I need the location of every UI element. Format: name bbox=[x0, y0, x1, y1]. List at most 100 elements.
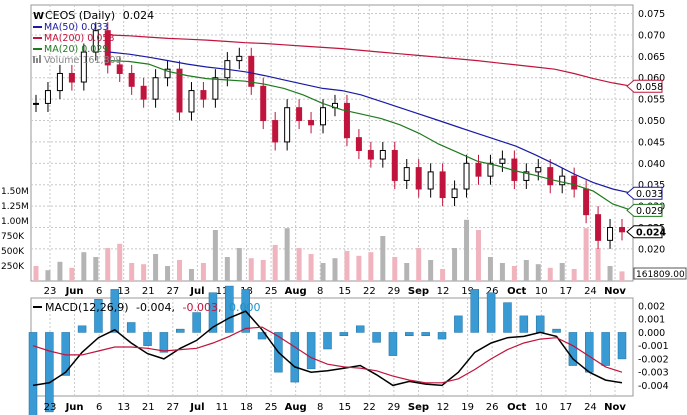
volume-bar bbox=[69, 267, 75, 281]
candle-body bbox=[188, 90, 195, 113]
candle-body bbox=[320, 107, 327, 126]
x-tick-label: 23 bbox=[44, 402, 57, 413]
volume-tick-label: 1.50M bbox=[1, 187, 29, 197]
candle-body bbox=[33, 102, 39, 105]
volume-bar bbox=[344, 251, 350, 281]
candle-body bbox=[535, 167, 542, 173]
volume-bar bbox=[81, 252, 87, 281]
candle-body bbox=[308, 120, 315, 126]
volume-bar bbox=[511, 266, 517, 281]
histogram-bar bbox=[601, 332, 610, 366]
x-tick-label: 10 bbox=[535, 402, 548, 413]
x-tick-label: 15 bbox=[338, 286, 351, 297]
x-tick-label: Jun bbox=[65, 402, 84, 413]
candle-body bbox=[355, 137, 362, 151]
histogram-bar bbox=[225, 285, 234, 333]
volume-bar bbox=[320, 263, 326, 281]
candle-body bbox=[248, 55, 255, 87]
macd-x-axis: 23 Jun 6 13 21 27 Jul 11 18 25 Aug 8 15 22 29 Sep 12 19 26… bbox=[44, 402, 627, 413]
legend-label: MA(20) 0.029 bbox=[44, 44, 108, 55]
histogram-bar bbox=[437, 332, 447, 340]
price-badge-box bbox=[626, 225, 663, 239]
macd-tick-label: -0.002 bbox=[638, 354, 669, 365]
histogram-bar bbox=[405, 332, 414, 336]
volume-tick-label: 500K bbox=[1, 247, 25, 257]
macd-tick-label: -0.001 bbox=[638, 341, 669, 352]
ma20-line bbox=[109, 60, 633, 211]
macd-legend: MACD(12,26,9) -0.004, -0.003, 0.000 bbox=[33, 301, 260, 314]
volume-bar bbox=[284, 228, 290, 281]
volume-bar bbox=[595, 248, 601, 281]
price-badge-box bbox=[626, 186, 663, 200]
volume-bar bbox=[248, 258, 254, 281]
candle-body bbox=[260, 85, 267, 122]
candle-body bbox=[463, 162, 470, 190]
macd-title: MACD(12,26,9) bbox=[45, 301, 129, 314]
volume-bar bbox=[236, 248, 242, 281]
chart-title: CEOS (Daily) 0.024 bbox=[45, 9, 154, 22]
histogram-bar bbox=[77, 325, 87, 333]
candle-body bbox=[595, 214, 602, 241]
signal-value: -0.003, bbox=[183, 301, 222, 314]
volume-bar bbox=[535, 264, 541, 281]
volume-bar bbox=[487, 257, 493, 281]
volume-legend-icon bbox=[33, 56, 35, 63]
candle-body bbox=[487, 162, 494, 177]
candle-body bbox=[104, 30, 111, 66]
volume-bar bbox=[452, 248, 458, 281]
histogram-bar bbox=[503, 302, 512, 333]
x-tick-label: 25 bbox=[265, 286, 278, 297]
histogram-bar bbox=[454, 315, 463, 333]
histogram-bar bbox=[421, 332, 430, 336]
candle-body bbox=[547, 167, 554, 186]
candle-body bbox=[379, 149, 386, 160]
x-tick-label: 27 bbox=[166, 286, 179, 297]
legend-label: Volume 161,809 bbox=[44, 55, 122, 66]
volume-bar bbox=[93, 257, 99, 281]
candle-body bbox=[559, 175, 566, 186]
volume-bar bbox=[296, 248, 302, 281]
histogram-bar bbox=[585, 332, 594, 373]
histogram-bar bbox=[486, 292, 496, 333]
x-tick-label: 13 bbox=[117, 286, 130, 297]
macd-tick-label: 0.000 bbox=[638, 328, 665, 339]
x-tick-label: 6 bbox=[96, 286, 102, 297]
histogram-bar bbox=[388, 332, 398, 356]
candle-body bbox=[391, 149, 398, 181]
x-tick-label: 25 bbox=[265, 402, 278, 413]
candle-body bbox=[116, 64, 123, 74]
macd-value: -0.004, bbox=[136, 301, 175, 314]
x-tick-label: Nov bbox=[604, 402, 626, 413]
volume-bar bbox=[416, 248, 422, 281]
candle-body bbox=[367, 149, 374, 160]
price-axis: 0.075 0.070 0.065 0.060 0.055 0.050 0.045 0.040… bbox=[638, 9, 665, 255]
price-badge-text: 0.029 bbox=[636, 206, 663, 217]
histogram-bar bbox=[535, 315, 545, 333]
histogram-bar bbox=[290, 332, 300, 383]
volume-bar bbox=[619, 271, 625, 281]
candle-body bbox=[164, 68, 171, 79]
chart-title-text: CEOS (Daily) bbox=[45, 9, 115, 22]
candle-body bbox=[56, 72, 63, 92]
x-tick-label: 27 bbox=[166, 402, 179, 413]
histogram-bar bbox=[519, 315, 529, 333]
macd-tick-label: -0.004 bbox=[638, 381, 669, 392]
histogram-bar bbox=[110, 289, 120, 333]
macd-vertical-grid bbox=[49, 298, 616, 396]
price-tick-label: 0.035 bbox=[638, 180, 665, 191]
x-tick-label: 17 bbox=[560, 402, 573, 413]
price-badge-text: 0.033 bbox=[636, 189, 663, 200]
x-tick-label: 26 bbox=[486, 402, 499, 413]
price-tick-label: 0.060 bbox=[638, 73, 665, 84]
legend-label: MA(200) 0.058 bbox=[44, 33, 114, 44]
x-tick-label: 29 bbox=[388, 286, 401, 297]
x-tick-label: 18 bbox=[240, 402, 253, 413]
histogram-bar bbox=[94, 299, 103, 333]
candle-body bbox=[571, 175, 578, 190]
volume-bar bbox=[368, 252, 374, 281]
candle-body bbox=[140, 85, 147, 100]
volume-bar bbox=[129, 263, 135, 281]
candle-body bbox=[212, 77, 219, 100]
price-tick-label: 0.055 bbox=[638, 95, 665, 106]
volume-badge-text: 161809.00 bbox=[636, 270, 685, 280]
